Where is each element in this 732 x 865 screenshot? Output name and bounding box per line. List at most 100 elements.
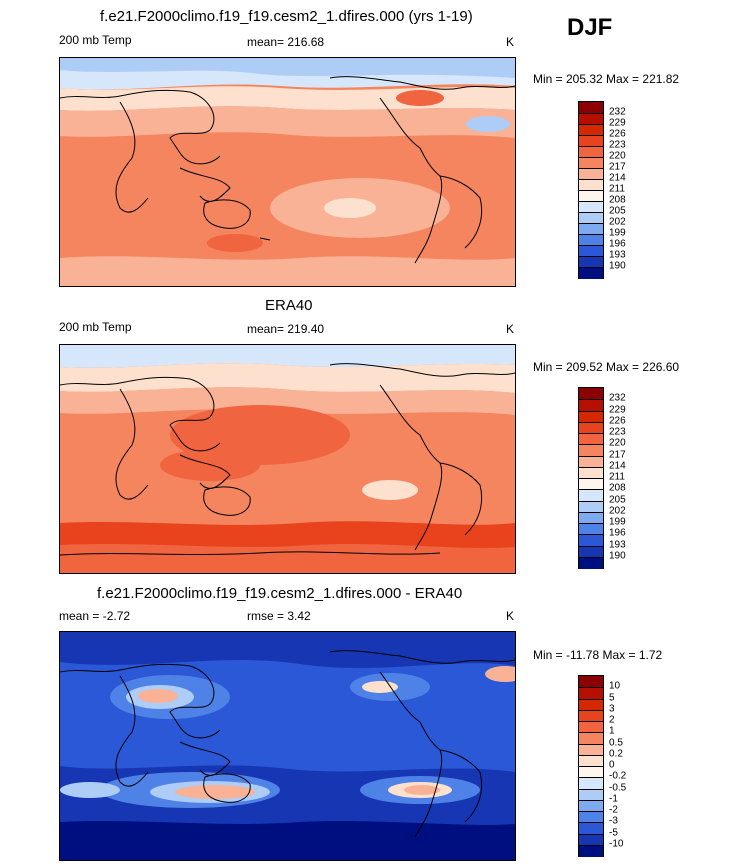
- colorbar-label: 223: [609, 426, 626, 438]
- colorbar-label: 1: [609, 725, 615, 737]
- colorbar-swatch: [579, 556, 603, 569]
- colorbar-swatch: [579, 687, 603, 700]
- colorbar-label: 232: [609, 106, 626, 118]
- colorbar-swatch: [579, 223, 603, 235]
- panel-3-center-label: rmse = 3.42: [247, 609, 311, 623]
- colorbar-label: 208: [609, 482, 626, 494]
- colorbar-swatch: [579, 523, 603, 536]
- colorbar-label: -3: [609, 815, 618, 827]
- colorbar-swatch: [579, 811, 603, 824]
- colorbar-label: 205: [609, 494, 626, 505]
- colorbar-swatch: [579, 534, 603, 547]
- colorbar-swatch: [579, 433, 603, 446]
- colorbar-label: 208: [609, 194, 626, 206]
- colorbar-label: 196: [609, 238, 626, 250]
- colorbar-label: 229: [609, 404, 626, 415]
- colorbar-label: 3: [609, 703, 615, 715]
- panel-2-left-label: 200 mb Temp: [59, 320, 132, 334]
- colorbar-label: 211: [609, 183, 625, 195]
- colorbar-label: 217: [609, 449, 626, 460]
- colorbar-label: 193: [609, 539, 626, 550]
- colorbar-swatch: [579, 212, 603, 224]
- panel-2-title: ERA40: [265, 297, 313, 314]
- colorbar-swatch: [579, 709, 603, 722]
- colorbar-swatch: [579, 113, 603, 125]
- panel-2-minmax: Min = 209.52 Max = 226.60: [533, 360, 680, 374]
- colorbar-swatch: [579, 410, 603, 423]
- colorbar-swatch: [579, 833, 603, 846]
- colorbar-label: -1: [609, 793, 618, 805]
- colorbar-label: 202: [609, 505, 626, 517]
- colorbar-swatch: [579, 721, 603, 734]
- panel-1-left-label: 200 mb Temp: [59, 33, 132, 47]
- colorbar-swatch: [579, 388, 603, 400]
- colorbar-swatch: [579, 256, 603, 268]
- colorbar-label: 217: [609, 161, 626, 173]
- colorbar-swatch: [579, 489, 603, 502]
- colorbar-swatch: [579, 146, 603, 158]
- colorbar-swatch: [579, 788, 603, 801]
- colorbar-swatch: [579, 157, 603, 169]
- colorbar-swatch: [579, 500, 603, 513]
- colorbar-swatch: [579, 190, 603, 202]
- colorbar-label: 214: [609, 460, 626, 472]
- colorbar-label: 196: [609, 527, 626, 539]
- colorbar-label: 205: [609, 205, 626, 217]
- colorbar-label: 199: [609, 227, 626, 239]
- panel-2-units: K: [506, 322, 515, 336]
- colorbar-label: 220: [609, 150, 626, 162]
- colorbar-swatch: [579, 698, 603, 711]
- colorbar-swatch: [579, 135, 603, 147]
- panel-3-minmax: Min = -11.78 Max = 1.72: [533, 648, 663, 662]
- colorbar-label: 10: [609, 680, 621, 692]
- colorbar-label: 202: [609, 216, 626, 228]
- colorbar-swatch: [579, 799, 603, 812]
- colorbar-swatch: [579, 201, 603, 213]
- colorbar-label: -0.2: [609, 770, 627, 782]
- colorbar-label: 220: [609, 437, 626, 449]
- colorbar-label: 211: [609, 471, 625, 483]
- colorbar-label: -2: [609, 804, 618, 816]
- colorbar-label: 226: [609, 128, 626, 140]
- season-label: DJF: [567, 14, 613, 41]
- colorbar-swatch: [579, 399, 603, 412]
- colorbar-swatch: [579, 754, 603, 767]
- panel-1-map: [59, 57, 516, 287]
- panel-3-left-label: mean = -2.72: [59, 609, 131, 623]
- colorbar-label: 223: [609, 139, 626, 151]
- colorbar-label: 229: [609, 117, 626, 129]
- colorbar-swatch: [579, 766, 603, 779]
- panel-1-units: K: [506, 35, 515, 49]
- panel-2-map: [59, 344, 516, 574]
- colorbar-swatch: [579, 777, 603, 790]
- colorbar-swatch: [579, 267, 603, 279]
- panel-1-colorbar-boxes: [578, 101, 604, 279]
- colorbar-label: 190: [609, 550, 626, 562]
- panel-1-title: f.e21.F2000climo.f19_f19.cesm2_1.dfires.…: [100, 8, 473, 25]
- panel-2-center-label: mean= 219.40: [247, 322, 325, 336]
- colorbar-label: 0: [609, 759, 615, 771]
- colorbar-swatch: [579, 234, 603, 246]
- colorbar-swatch: [579, 179, 603, 191]
- panel-1-minmax: Min = 205.32 Max = 221.82: [533, 72, 680, 86]
- colorbar-label: 226: [609, 415, 626, 427]
- colorbar-swatch: [579, 168, 603, 180]
- colorbar-label: 5: [609, 692, 615, 703]
- colorbar-swatch: [579, 478, 603, 491]
- colorbar-swatch: [579, 245, 603, 257]
- colorbar-swatch: [579, 466, 603, 479]
- colorbar-label: 193: [609, 249, 626, 261]
- colorbar-swatch: [579, 844, 603, 857]
- panel-1-center-label: mean= 216.68: [247, 35, 325, 49]
- colorbar-swatch: [579, 732, 603, 745]
- colorbar-swatch: [579, 421, 603, 434]
- colorbar-swatch: [579, 455, 603, 468]
- colorbar-label: 232: [609, 392, 626, 404]
- colorbar-label: -5: [609, 827, 618, 838]
- colorbar-swatch: [579, 822, 603, 835]
- panel-3-map: [59, 631, 516, 861]
- colorbar-swatch: [579, 124, 603, 136]
- colorbar-swatch: [579, 511, 603, 524]
- colorbar-swatch: [579, 676, 603, 688]
- colorbar-swatch: [579, 545, 603, 558]
